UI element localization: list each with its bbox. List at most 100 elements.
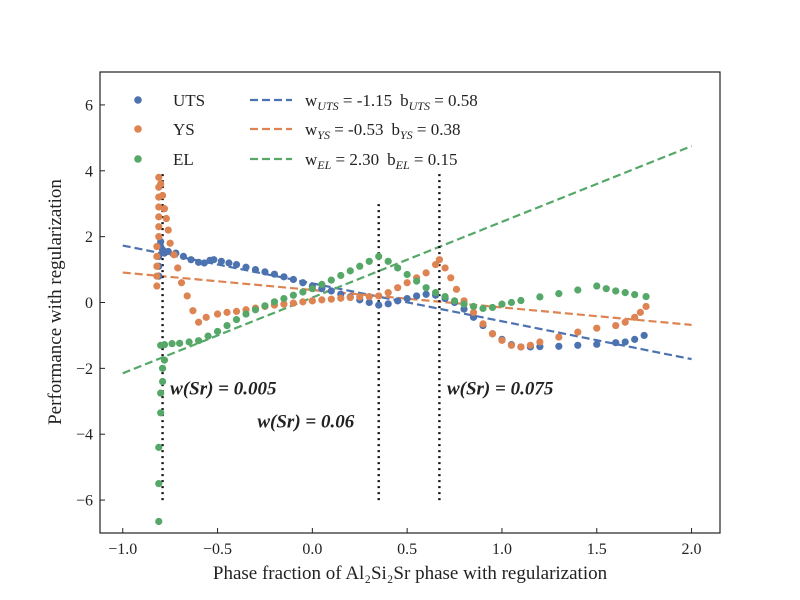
x-tick-label: 1.0 <box>492 541 512 558</box>
point-uts <box>469 313 478 321</box>
point-ys <box>435 256 443 264</box>
point-el <box>642 292 650 301</box>
legend-fit-label: wYS = -0.53 bYS = 0.38 <box>305 120 461 142</box>
point-el <box>157 409 165 417</box>
point-el <box>403 270 411 279</box>
point-ys <box>153 282 161 290</box>
point-ys <box>469 308 478 316</box>
point-el <box>160 341 169 349</box>
point-ys <box>337 294 345 302</box>
point-ys <box>155 223 163 231</box>
y-tick-label: 2 <box>85 229 93 246</box>
point-ys <box>194 318 203 326</box>
point-ys <box>488 330 497 338</box>
point-uts <box>261 268 269 276</box>
point-uts <box>384 300 392 308</box>
point-ys <box>507 341 516 349</box>
point-ys <box>183 292 191 300</box>
point-uts <box>403 294 411 303</box>
x-tick-label: −1.0 <box>108 541 137 558</box>
point-el <box>158 364 167 372</box>
point-el <box>375 252 383 260</box>
point-ys <box>158 191 167 200</box>
point-el <box>194 337 203 345</box>
x-tick-label: −0.5 <box>203 541 232 558</box>
point-el <box>450 297 459 305</box>
vertical-markers-group <box>161 174 441 501</box>
point-ys <box>517 343 525 351</box>
point-uts <box>242 263 250 271</box>
y-tick-label: −4 <box>76 427 93 444</box>
point-el <box>621 289 629 297</box>
point-el <box>384 257 392 265</box>
point-uts <box>217 257 225 265</box>
point-ys <box>155 173 163 181</box>
point-ys <box>621 318 629 326</box>
point-uts <box>179 252 188 260</box>
axis-ticks-group: −1.0 −0.5 0.0 0.5 1.0 1.5 2.0 −6 −4 −2 0 2 4 6 <box>76 97 702 558</box>
y-tick-label: −2 <box>76 361 93 378</box>
x-axis-label: Phase fraction of Al₂Si₂Sr phase with re… <box>213 563 608 584</box>
y-tick-label: 0 <box>85 295 93 312</box>
point-el <box>155 480 163 488</box>
legend-marker-el <box>134 155 142 163</box>
point-uts <box>375 301 383 309</box>
point-ys <box>166 239 174 247</box>
point-uts <box>299 279 307 287</box>
point-ys <box>593 324 601 332</box>
fit-line-el <box>122 145 692 375</box>
point-uts <box>225 259 233 267</box>
point-el <box>612 287 620 295</box>
point-el <box>631 290 639 299</box>
point-uts <box>251 265 260 274</box>
point-el <box>318 280 326 288</box>
point-ys <box>318 296 326 304</box>
point-el <box>422 284 430 292</box>
point-ys <box>365 292 373 301</box>
point-uts <box>365 298 373 307</box>
point-ys <box>155 233 163 241</box>
point-ys <box>642 302 650 311</box>
point-ys <box>452 285 461 293</box>
point-uts <box>164 247 172 256</box>
point-ys <box>422 269 430 277</box>
point-el <box>185 338 193 346</box>
point-ys <box>202 313 210 321</box>
point-el <box>555 290 563 298</box>
legend-fit-label: wUTS = -1.15 bUTS = 0.58 <box>305 91 478 113</box>
point-el <box>213 327 222 336</box>
point-ys <box>327 295 335 303</box>
point-el <box>441 292 449 301</box>
point-el <box>232 316 241 324</box>
point-uts <box>640 331 648 340</box>
point-el <box>356 262 364 270</box>
legend-marker-ys <box>134 125 142 133</box>
point-ys <box>164 226 172 234</box>
point-uts <box>194 258 203 266</box>
point-el <box>507 298 516 307</box>
point-ys <box>289 299 297 307</box>
point-el <box>155 443 163 451</box>
legend: UTS YS EL wUTS = -1.15 bUTS = 0.58 wYS = -0.5… <box>134 91 478 172</box>
point-el <box>593 282 601 290</box>
point-ys <box>431 261 440 269</box>
point-uts <box>593 340 601 348</box>
legend-label: UTS <box>173 91 205 110</box>
point-uts <box>394 297 402 305</box>
point-ys <box>162 214 170 223</box>
point-el <box>280 294 288 303</box>
fit-lines-group <box>122 145 692 375</box>
point-ys <box>636 308 644 316</box>
y-axis-label: Performance with regularization <box>45 179 66 425</box>
point-ys <box>375 292 383 300</box>
x-tick-label: 0.0 <box>302 541 322 558</box>
legend-label: EL <box>173 150 194 169</box>
point-ys <box>555 333 563 341</box>
point-el <box>327 276 335 284</box>
point-uts <box>187 256 195 264</box>
fit-line-uts <box>122 244 692 361</box>
point-el <box>204 332 212 340</box>
annotation-label: w(Sr) = 0.06 <box>257 412 354 433</box>
point-ys <box>299 298 307 306</box>
point-ys <box>189 307 197 315</box>
